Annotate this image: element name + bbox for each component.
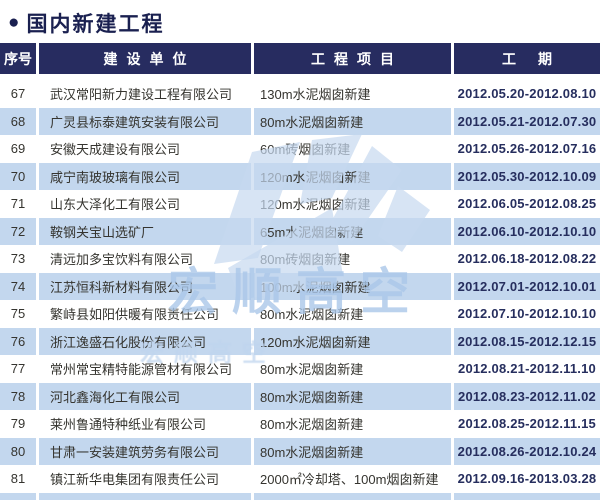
row-number-cell: 68 [0, 107, 36, 135]
row-number-cell: 67 [10, 86, 26, 102]
row-number-cell: 71 [10, 196, 26, 212]
period-cell: 2012.06.18-2012.08.22 [457, 251, 597, 267]
company-cell: 鞍钢关宝山选矿厂 [39, 217, 251, 245]
company-cell: 繁峙县如阳供暖有限责任公司 [50, 307, 220, 323]
table-row: 78 河北鑫海化工有限公司 80m水泥烟囱新建 2012.08.23-2012.11.… [0, 382, 600, 410]
row-number-cell: 80 [0, 437, 36, 465]
table-row: 75 繁峙县如阳供暖有限责任公司 80m水泥烟囱新建 2012.07.10-2012.… [0, 300, 600, 328]
period-cell: 2012.05.20-2012.08.10 [457, 86, 597, 102]
period-cell: 2012.05.21-2012.07.30 [454, 107, 600, 135]
row-number-cell: 69 [10, 141, 26, 157]
company-cell: 河北鑫海化工有限公司 [39, 382, 251, 410]
project-cell: 130m水泥烟囱新建 [260, 87, 371, 103]
column-header-period: 工期 [454, 43, 600, 74]
column-header-company: 建设单位 [39, 43, 251, 74]
period-cell: 2012.08.15-2012.12.15 [454, 327, 600, 355]
row-number-cell: 74 [0, 272, 36, 300]
project-cell: 80m水泥烟囱新建 [254, 107, 451, 135]
table-row: 69 安徽天成建设有限公司 60m砖烟囱新建 2012.05.26-2012.07.1… [0, 135, 600, 163]
period-cell: 2012.06.05-2012.08.25 [457, 196, 597, 212]
table-row: 68 广灵县标泰建筑安装有限公司 80m水泥烟囱新建 2012.05.21-2012.… [0, 107, 600, 135]
company-cell: 甘肃一安装建筑劳务有限公司 [39, 437, 251, 465]
company-cell: 广灵县标泰建筑安装有限公司 [39, 107, 251, 135]
project-cell: 80m水泥烟囱新建 [260, 417, 364, 433]
period-cell: 2012.06.10-2012.10.10 [454, 217, 600, 245]
column-header-project: 工程项目 [254, 43, 451, 74]
project-cell: 80m砖烟囱新建 [260, 252, 351, 268]
row-number-cell: 77 [10, 361, 26, 377]
company-cell: 山东大泽化工有限公司 [50, 197, 181, 213]
period-cell: 2012.08.26-2012.10.24 [454, 437, 600, 465]
page-title-text: 国内新建工程 [26, 13, 165, 36]
row-number-cell: 72 [0, 217, 36, 245]
column-header-no: 序号 [0, 43, 36, 74]
company-cell: 安徽天成建设有限公司 [50, 142, 181, 158]
company-cell: 咸宁南玻玻璃有限公司 [39, 162, 251, 190]
company-cell: 江苏恒科新材料有限公司 [39, 272, 251, 300]
project-cell: 120m水泥烟囱新建 [254, 327, 451, 355]
table-body: 67 武汉常阳新力建设工程有限公司 130m水泥烟囱新建 2012.05.20-201… [0, 80, 600, 500]
period-cell: 2012.05.30-2012.10.09 [454, 162, 600, 190]
table-row: 71 山东大泽化工有限公司 120m水泥烟囱新建 2012.06.05-2012.08… [0, 190, 600, 218]
table-row: 76 浙江逸盛石化股份有限公司 120m水泥烟囱新建 2012.08.15-2012.… [0, 327, 600, 355]
company-cell: 浙江逸盛石化股份有限公司 [39, 327, 251, 355]
company-cell: 武汉常阳新力建设工程有限公司 [50, 87, 233, 103]
period-cell: 2012.08.21-2012.11.10 [458, 361, 596, 377]
partial-cell [254, 492, 451, 500]
table-row: 73 清远加多宝饮料有限公司 80m砖烟囱新建 2012.06.18-2012.08.… [0, 245, 600, 273]
page-title: ● 国内新建工程 [8, 8, 164, 38]
row-number-cell: 70 [0, 162, 36, 190]
row-number-cell: 79 [10, 416, 26, 432]
period-cell: 2012.08.25-2012.11.15 [458, 416, 596, 432]
table-row-partial [0, 492, 600, 500]
period-cell: 2012.05.26-2012.07.16 [457, 141, 597, 157]
period-cell: 2012.07.01-2012.10.01 [454, 272, 600, 300]
project-cell: 80m水泥烟囱新建 [260, 307, 364, 323]
row-number-cell: 76 [0, 327, 36, 355]
project-cell: 120m水泥烟囱新建 [260, 197, 371, 213]
row-number-cell: 81 [10, 471, 26, 487]
table-row: 77 常州常宝精特能源管材有限公司 80m水泥烟囱新建 2012.08.21-2012… [0, 355, 600, 383]
company-cell: 常州常宝精特能源管材有限公司 [50, 362, 233, 378]
period-cell: 2012.07.10-2012.10.10 [457, 306, 597, 322]
project-cell: 2000㎡冷却塔、100m烟囱新建 [260, 472, 439, 488]
project-cell: 80m水泥烟囱新建 [254, 382, 451, 410]
bullet-icon: ● [8, 12, 20, 33]
partial-cell [0, 492, 36, 500]
project-cell: 100m水泥烟囱新建 [254, 272, 451, 300]
period-cell: 2012.08.23-2012.11.02 [454, 382, 600, 410]
row-number-cell: 75 [10, 306, 26, 322]
project-cell: 60m砖烟囱新建 [260, 142, 351, 158]
table-row: 72 鞍钢关宝山选矿厂 65m水泥烟囱新建 2012.06.10-2012.10.10 [0, 217, 600, 245]
project-cell: 120m水泥烟囱新建 [254, 162, 451, 190]
table-row: 81 镇江新华电集团有限责任公司 2000㎡冷却塔、100m烟囱新建 2012.09.… [0, 465, 600, 493]
project-cell: 65m水泥烟囱新建 [254, 217, 451, 245]
table-row: 67 武汉常阳新力建设工程有限公司 130m水泥烟囱新建 2012.05.20-201… [0, 80, 600, 108]
company-cell: 清远加多宝饮料有限公司 [50, 252, 194, 268]
company-cell: 莱州鲁通特种纸业有限公司 [50, 417, 207, 433]
table-row: 74 江苏恒科新材料有限公司 100m水泥烟囱新建 2012.07.01-2012.1… [0, 272, 600, 300]
table-row: 70 咸宁南玻玻璃有限公司 120m水泥烟囱新建 2012.05.30-2012.10… [0, 162, 600, 190]
company-cell: 镇江新华电集团有限责任公司 [50, 472, 220, 488]
project-cell: 80m水泥烟囱新建 [254, 437, 451, 465]
table-header: 序号 建设单位 工程项目 工期 [0, 43, 600, 74]
table-row: 79 莱州鲁通特种纸业有限公司 80m水泥烟囱新建 2012.08.25-2012.1… [0, 410, 600, 438]
row-number-cell: 73 [10, 251, 26, 267]
partial-cell [454, 492, 600, 500]
partial-cell [39, 492, 251, 500]
project-cell: 80m水泥烟囱新建 [260, 362, 364, 378]
table-row: 80 甘肃一安装建筑劳务有限公司 80m水泥烟囱新建 2012.08.26-2012.… [0, 437, 600, 465]
row-number-cell: 78 [0, 382, 36, 410]
period-cell: 2012.09.16-2013.03.28 [457, 471, 597, 487]
